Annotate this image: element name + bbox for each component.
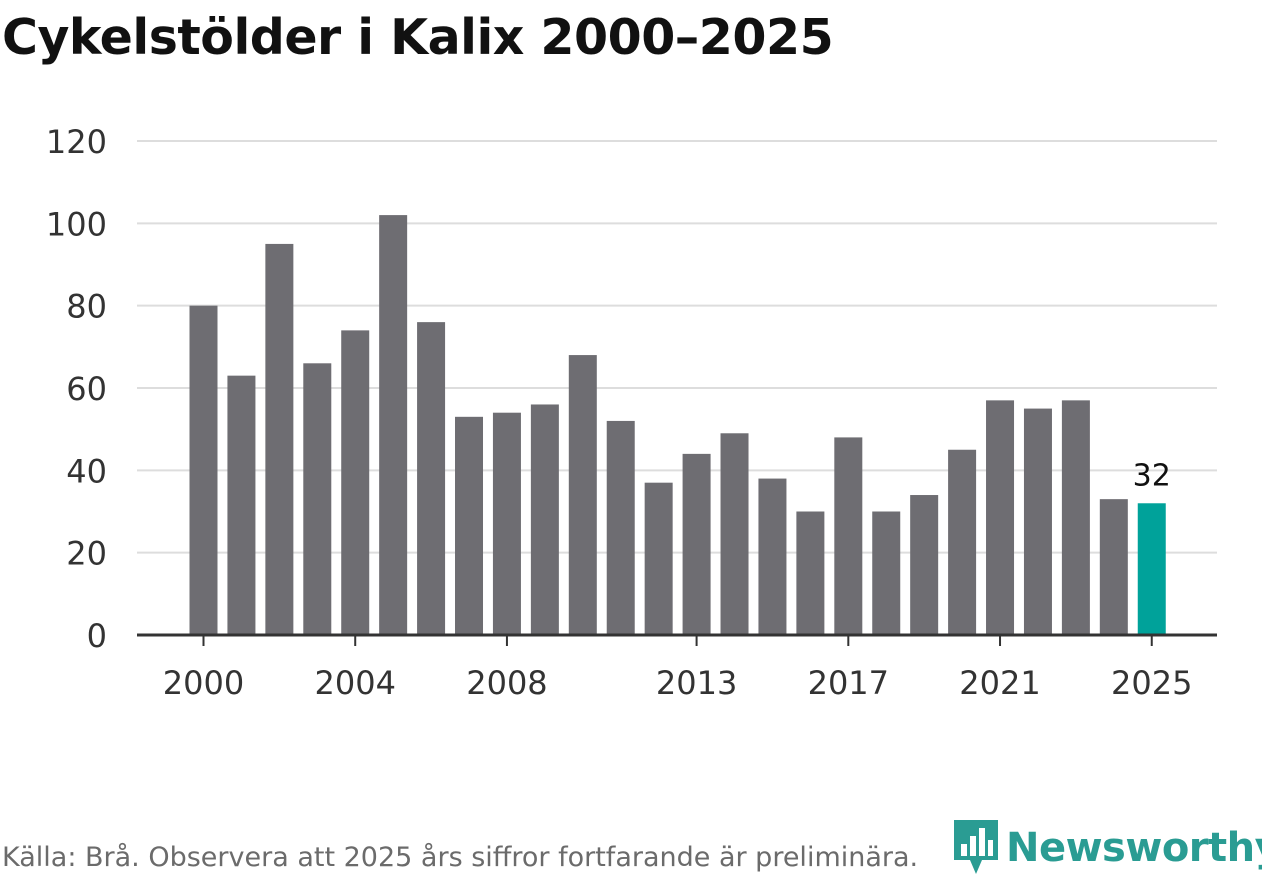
bar-2016 bbox=[796, 511, 825, 635]
x-tick-label: 2017 bbox=[808, 664, 889, 702]
brand-name: Newsworthy bbox=[1006, 825, 1262, 871]
bar-2001 bbox=[227, 375, 256, 635]
bar-2011 bbox=[606, 420, 635, 635]
bar-2003 bbox=[303, 363, 332, 635]
gridlines bbox=[137, 140, 1217, 554]
bar-2019 bbox=[910, 495, 939, 635]
y-tick-label: 80 bbox=[66, 288, 107, 326]
bar-2021 bbox=[986, 400, 1015, 635]
bar-2004 bbox=[341, 330, 370, 635]
bar-2018 bbox=[872, 511, 901, 635]
x-axis-tick-labels: 2000 2004 2008 2013 2017 2021 2025 bbox=[163, 664, 1193, 702]
x-tick-label: 2000 bbox=[163, 664, 244, 702]
bar-2024 bbox=[1099, 499, 1128, 635]
bars bbox=[189, 215, 1166, 636]
y-tick-label: 0 bbox=[87, 617, 107, 655]
bar-2023 bbox=[1061, 400, 1090, 635]
bar-2000 bbox=[189, 305, 218, 635]
bar-2012 bbox=[644, 482, 673, 635]
y-axis-tick-labels: 0 20 40 60 80 100 120 bbox=[46, 123, 107, 655]
bar-2010 bbox=[568, 355, 597, 635]
data-labels: 32 bbox=[1133, 458, 1171, 493]
bar-2002 bbox=[265, 243, 294, 636]
brand-logo: Newsworthy bbox=[952, 818, 1262, 878]
bar-2025 bbox=[1137, 503, 1166, 635]
y-tick-label: 40 bbox=[66, 452, 107, 490]
bar-2005 bbox=[379, 215, 408, 635]
bar-2014 bbox=[720, 433, 749, 635]
bar-2017 bbox=[834, 437, 863, 635]
data-label-2025: 32 bbox=[1133, 458, 1171, 493]
x-tick-label: 2025 bbox=[1111, 664, 1192, 702]
y-tick-label: 120 bbox=[46, 123, 107, 161]
y-tick-label: 20 bbox=[66, 535, 107, 573]
source-note: Källa: Brå. Observera att 2025 års siffr… bbox=[2, 842, 919, 873]
y-tick-label: 60 bbox=[66, 370, 107, 408]
bar-2009 bbox=[530, 404, 559, 635]
x-tick-label: 2008 bbox=[466, 664, 547, 702]
bar-2006 bbox=[417, 322, 446, 635]
chart-title: Cykelstölder i Kalix 2000–2025 bbox=[2, 9, 834, 66]
x-tick-label: 2004 bbox=[315, 664, 396, 702]
bar-2020 bbox=[948, 449, 977, 635]
x-axis bbox=[137, 633, 1217, 646]
bar-2015 bbox=[758, 478, 787, 635]
bar-2013 bbox=[682, 453, 711, 635]
bar-2007 bbox=[455, 416, 484, 635]
y-tick-label: 100 bbox=[46, 205, 107, 243]
x-tick-label: 2013 bbox=[656, 664, 737, 702]
bar-2022 bbox=[1023, 408, 1052, 635]
x-tick-label: 2021 bbox=[959, 664, 1040, 702]
bar-2008 bbox=[492, 412, 521, 635]
bar-chart-pin-icon bbox=[954, 820, 998, 874]
